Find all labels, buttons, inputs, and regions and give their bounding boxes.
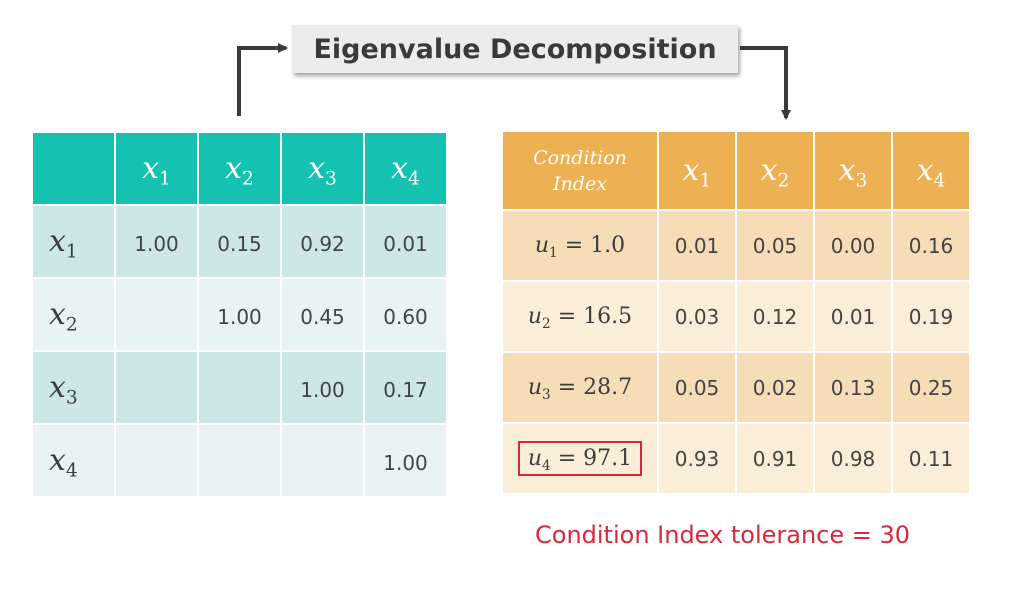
col-header: x4 bbox=[893, 132, 969, 209]
matrix-cell bbox=[116, 279, 197, 350]
table-row: u2 = 16.5 0.03 0.12 0.01 0.19 bbox=[503, 282, 969, 351]
condition-header-row: Condition Index x1 x2 x3 x4 bbox=[503, 132, 969, 209]
corner-cell bbox=[33, 133, 114, 204]
matrix-cell: 0.01 bbox=[365, 206, 446, 277]
matrix-cell: 1.00 bbox=[365, 425, 446, 496]
col-header: x4 bbox=[365, 133, 446, 204]
matrix-cell: 1.00 bbox=[199, 279, 280, 350]
matrix-cell bbox=[116, 352, 197, 423]
matrix-cell bbox=[199, 352, 280, 423]
arrow-to-eigen-table bbox=[740, 46, 791, 120]
matrix-cell: 0.45 bbox=[282, 279, 363, 350]
proportion-cell: 0.11 bbox=[893, 424, 969, 493]
proportion-cell: 0.13 bbox=[815, 353, 891, 422]
condition-index-cell: u1 = 1.0 bbox=[503, 211, 657, 280]
col-header: x2 bbox=[199, 133, 280, 204]
proportion-cell: 0.02 bbox=[737, 353, 813, 422]
condition-index-header: Condition Index bbox=[503, 132, 657, 209]
proportion-cell: 0.91 bbox=[737, 424, 813, 493]
proportion-cell: 0.01 bbox=[815, 282, 891, 351]
row-label: x4 bbox=[33, 425, 114, 496]
matrix-cell: 0.60 bbox=[365, 279, 446, 350]
table-row: x3 1.00 0.17 bbox=[33, 352, 446, 423]
matrix-cell: 0.15 bbox=[199, 206, 280, 277]
highlighted-condition-index: u4 = 97.1 bbox=[517, 441, 643, 476]
correlation-matrix: x1 x2 x3 x4 x1 1.00 0.15 0.92 0.01 x2 1.… bbox=[31, 131, 448, 498]
table-row: u4 = 97.1 0.93 0.91 0.98 0.11 bbox=[503, 424, 969, 493]
proportion-cell: 0.98 bbox=[815, 424, 891, 493]
col-header: x3 bbox=[282, 133, 363, 204]
arrow-to-decomposition bbox=[237, 43, 288, 116]
proportion-cell: 0.00 bbox=[815, 211, 891, 280]
condition-index-cell: u4 = 97.1 bbox=[503, 424, 657, 493]
condition-index-cell: u3 = 28.7 bbox=[503, 353, 657, 422]
col-header: x1 bbox=[116, 133, 197, 204]
correlation-header-row: x1 x2 x3 x4 bbox=[33, 133, 446, 204]
table-row: x4 1.00 bbox=[33, 425, 446, 496]
matrix-cell: 0.17 bbox=[365, 352, 446, 423]
proportion-cell: 0.01 bbox=[659, 211, 735, 280]
proportion-cell: 0.25 bbox=[893, 353, 969, 422]
matrix-cell bbox=[282, 425, 363, 496]
matrix-cell: 1.00 bbox=[116, 206, 197, 277]
condition-index-table: Condition Index x1 x2 x3 x4 u1 = 1.0 0.01… bbox=[501, 130, 971, 495]
decomposition-title: Eigenvalue Decomposition bbox=[292, 25, 738, 73]
condition-index-cell: u2 = 16.5 bbox=[503, 282, 657, 351]
proportion-cell: 0.03 bbox=[659, 282, 735, 351]
proportion-cell: 0.16 bbox=[893, 211, 969, 280]
table-row: u1 = 1.0 0.01 0.05 0.00 0.16 bbox=[503, 211, 969, 280]
proportion-cell: 0.12 bbox=[737, 282, 813, 351]
tolerance-note: Condition Index tolerance = 30 bbox=[535, 521, 911, 549]
row-label: x1 bbox=[33, 206, 114, 277]
matrix-cell: 0.92 bbox=[282, 206, 363, 277]
col-header: x2 bbox=[737, 132, 813, 209]
matrix-cell: 1.00 bbox=[282, 352, 363, 423]
table-row: u3 = 28.7 0.05 0.02 0.13 0.25 bbox=[503, 353, 969, 422]
proportion-cell: 0.93 bbox=[659, 424, 735, 493]
matrix-cell bbox=[199, 425, 280, 496]
proportion-cell: 0.05 bbox=[659, 353, 735, 422]
row-label: x3 bbox=[33, 352, 114, 423]
proportion-cell: 0.05 bbox=[737, 211, 813, 280]
proportion-cell: 0.19 bbox=[893, 282, 969, 351]
table-row: x1 1.00 0.15 0.92 0.01 bbox=[33, 206, 446, 277]
col-header: x1 bbox=[659, 132, 735, 209]
col-header: x3 bbox=[815, 132, 891, 209]
row-label: x2 bbox=[33, 279, 114, 350]
matrix-cell bbox=[116, 425, 197, 496]
table-row: x2 1.00 0.45 0.60 bbox=[33, 279, 446, 350]
